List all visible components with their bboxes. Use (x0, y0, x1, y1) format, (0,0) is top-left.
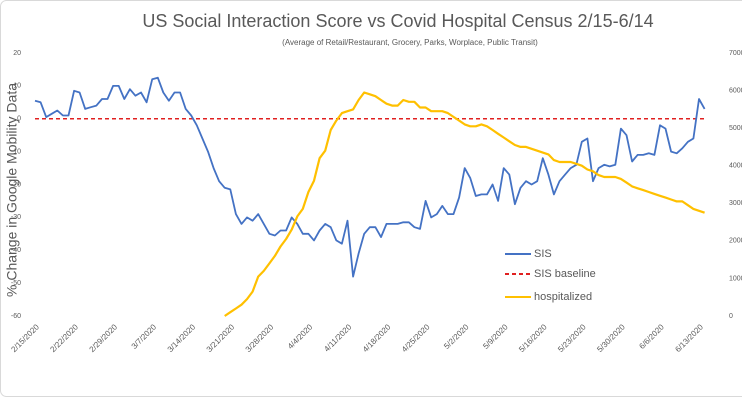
y-tick-label: -50 (11, 280, 21, 287)
y-axis-label: % Change in Google Mobility Data (4, 83, 20, 297)
chart-title: US Social Interaction Score vs Covid Hos… (142, 11, 653, 31)
y-tick-label: -40 (11, 247, 21, 254)
legend-label: SIS baseline (534, 268, 596, 280)
legend-label: hospitalized (534, 291, 592, 303)
y2-tick-label: 2000 (729, 238, 742, 245)
series-line (224, 91, 705, 317)
y2-tick-label: 0 (729, 313, 733, 320)
y2-tick-label: 7000 (729, 50, 742, 57)
y-tick-label: 20 (13, 50, 21, 57)
y2-tick-label: 6000 (729, 87, 742, 94)
legend-label: SIS (534, 248, 552, 260)
y-tick-label: -30 (11, 214, 21, 221)
y-tick-label: 10 (13, 83, 21, 90)
y-tick-label: -60 (11, 313, 21, 320)
y2-tick-label: 5000 (729, 125, 742, 132)
y-tick-label: -20 (11, 181, 21, 188)
y-tick-label: -10 (11, 148, 21, 155)
series-line (34, 76, 706, 278)
chart-subtitle: (Average of Retail/Restaurant, Grocery, … (282, 38, 538, 47)
y-tick-label: 0 (17, 116, 21, 123)
y2-tick-label: 1000 (729, 275, 742, 282)
y2-tick-label: 3000 (729, 200, 742, 207)
y2-tick-label: 4000 (729, 163, 742, 170)
